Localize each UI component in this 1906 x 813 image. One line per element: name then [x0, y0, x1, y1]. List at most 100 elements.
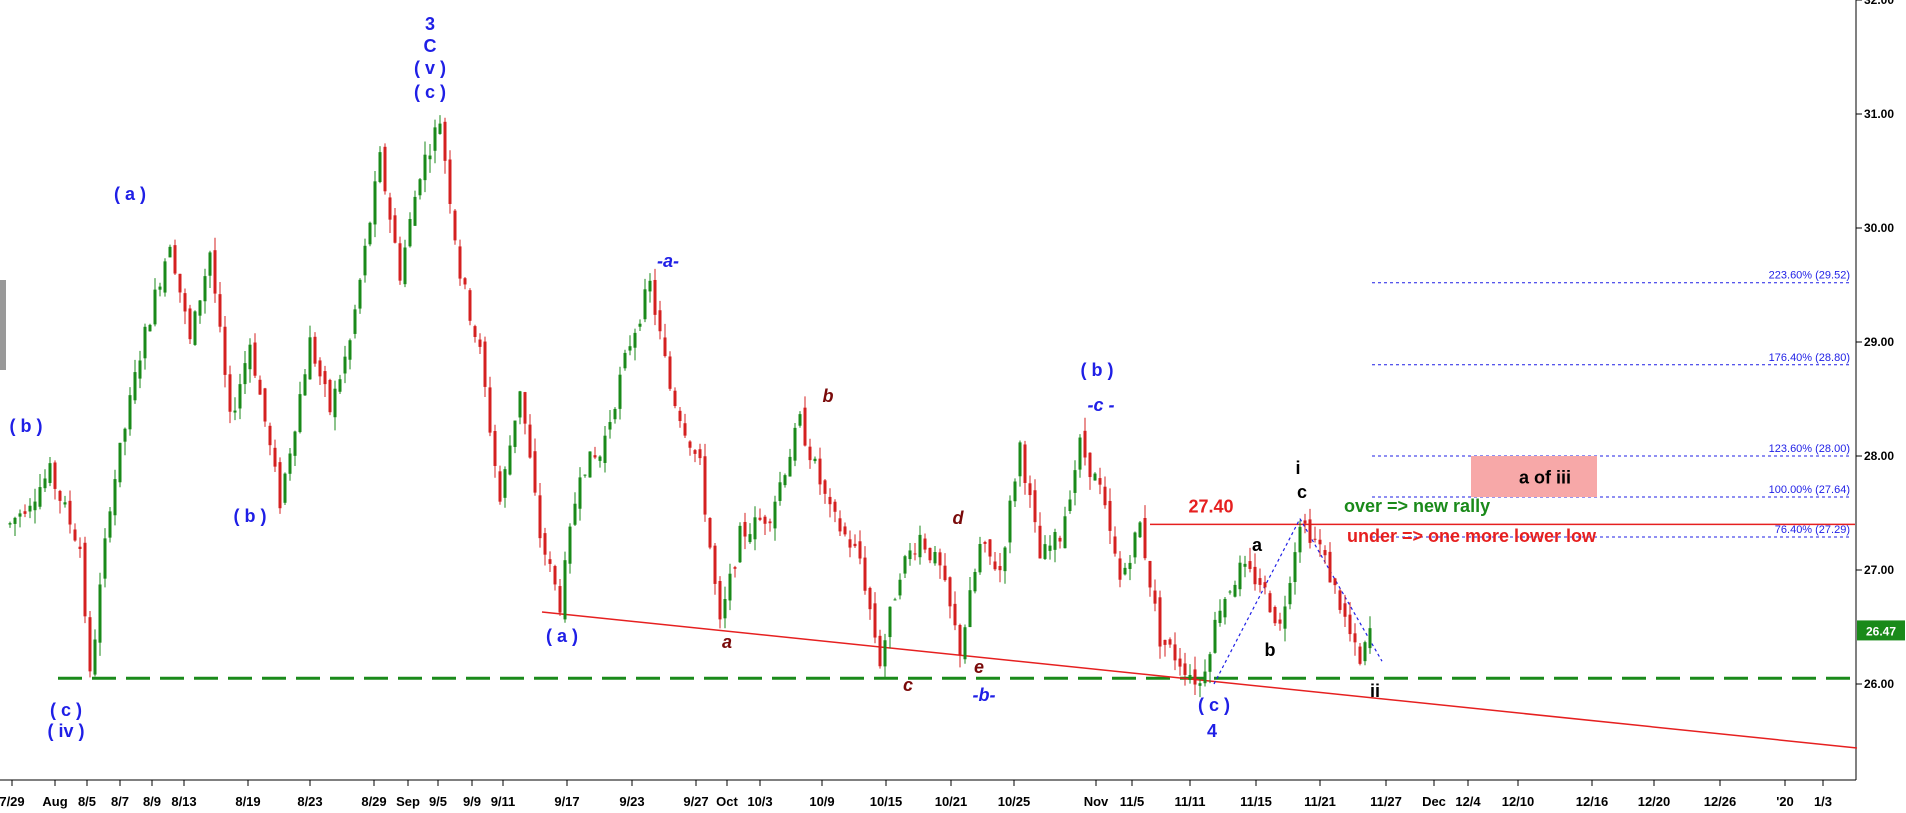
candle-body — [933, 551, 937, 564]
candle-body — [23, 511, 27, 514]
candle-body — [1193, 669, 1197, 685]
fib-label: 123.60% (28.00) — [1769, 443, 1850, 455]
candle-body — [1098, 478, 1102, 485]
candle-body — [58, 490, 62, 501]
x-tick-label: 12/10 — [1502, 794, 1535, 809]
candle-body — [483, 341, 487, 387]
candle-body — [288, 453, 292, 474]
wave-label: ( a ) — [114, 184, 146, 204]
candle-body — [833, 501, 837, 512]
candle-body — [388, 197, 392, 220]
candle-body — [813, 458, 817, 462]
candle-body — [973, 571, 977, 592]
candle-body — [108, 511, 112, 538]
candle-body — [1273, 607, 1277, 624]
candle-body — [958, 624, 962, 656]
x-tick-label: 8/29 — [361, 794, 386, 809]
candle-body — [1343, 603, 1347, 617]
annotations: a of iii 27.40 over => new rally under => o… — [1188, 456, 1905, 641]
candle-body — [408, 218, 412, 247]
candle-body — [668, 356, 672, 389]
candle-body — [1203, 671, 1207, 684]
candle-body — [608, 422, 612, 430]
candle-body — [1018, 442, 1022, 477]
candle-body — [218, 294, 222, 327]
target-box-label: a of iii — [1519, 468, 1571, 488]
candle-body — [213, 250, 217, 294]
x-tick-label: 9/17 — [554, 794, 579, 809]
candle-body — [573, 503, 577, 525]
x-tick-label: 10/15 — [870, 794, 903, 809]
wave-label: e — [974, 657, 984, 677]
candle-body — [963, 627, 967, 660]
candle-body — [1083, 430, 1087, 458]
candle-body — [93, 639, 97, 675]
wave-label: ii — [1370, 681, 1380, 701]
fib-label: 176.40% (28.80) — [1769, 352, 1850, 364]
wave-label: b — [1265, 640, 1276, 660]
x-tick-label: 10/21 — [935, 794, 968, 809]
y-axis-ticks: 32.00 31.00 30.00 29.00 28.00 27.00 26.00 — [1856, 0, 1894, 691]
candle-body — [1138, 522, 1142, 538]
wave-label: ( c ) — [1198, 695, 1230, 715]
candle-body — [1243, 563, 1247, 567]
candle-body — [558, 586, 562, 613]
x-tick-label: 10/3 — [747, 794, 772, 809]
candle-body — [1093, 473, 1097, 481]
x-tick-label: 12/20 — [1638, 794, 1671, 809]
candle-body — [1033, 490, 1037, 523]
fib-label: 223.60% (29.52) — [1769, 270, 1850, 282]
candle-body — [878, 635, 882, 667]
wave-label: i — [1295, 458, 1300, 478]
candle-body — [423, 154, 427, 181]
candle-body — [993, 561, 997, 570]
candle-body — [1043, 544, 1047, 559]
candle-body — [488, 387, 492, 433]
candle-body — [1008, 500, 1012, 543]
candle-body — [1238, 562, 1242, 590]
wave-label: ( c ) — [50, 700, 82, 720]
candle-body — [673, 390, 677, 407]
candle-body — [478, 339, 482, 347]
candle-body — [858, 541, 862, 559]
candle-body — [263, 388, 267, 422]
candle-body — [1258, 578, 1262, 585]
candle-body — [43, 478, 47, 489]
wave-label: -c - — [1088, 395, 1115, 415]
left-edge-marker — [0, 280, 6, 370]
candle-body — [653, 279, 657, 315]
candle-body — [853, 543, 857, 547]
candle-body — [1368, 628, 1372, 649]
candle-body — [1153, 590, 1157, 604]
candlesticks — [8, 115, 1372, 698]
candle-body — [1253, 566, 1257, 585]
candle-body — [393, 215, 397, 243]
candle-body — [1158, 597, 1162, 647]
candle-body — [18, 513, 22, 517]
candle-body — [203, 276, 207, 302]
y-tick-label: 26.00 — [1864, 677, 1894, 691]
candle-body — [818, 458, 822, 485]
x-tick-label: 11/11 — [1174, 794, 1205, 809]
horizontal-levels — [58, 523, 1855, 680]
candle-body — [68, 500, 72, 525]
candle-body — [683, 423, 687, 436]
wave-label: c — [1297, 482, 1307, 502]
candle-body — [63, 502, 67, 505]
candle-body — [738, 525, 742, 563]
candle-body — [888, 606, 892, 638]
candle-body — [268, 425, 272, 446]
candle-body — [508, 445, 512, 475]
candle-body — [553, 566, 557, 585]
candle-body — [533, 451, 537, 493]
candle-body — [868, 587, 872, 610]
candle-body — [498, 471, 502, 502]
candle-body — [1248, 561, 1252, 569]
wave-label: 3 — [425, 14, 435, 34]
note-under: under => one more lower low — [1347, 526, 1597, 546]
candle-body — [98, 584, 102, 643]
x-tick-label: 1/3 — [1814, 794, 1832, 809]
candle-body — [663, 337, 667, 357]
candle-body — [948, 577, 952, 607]
